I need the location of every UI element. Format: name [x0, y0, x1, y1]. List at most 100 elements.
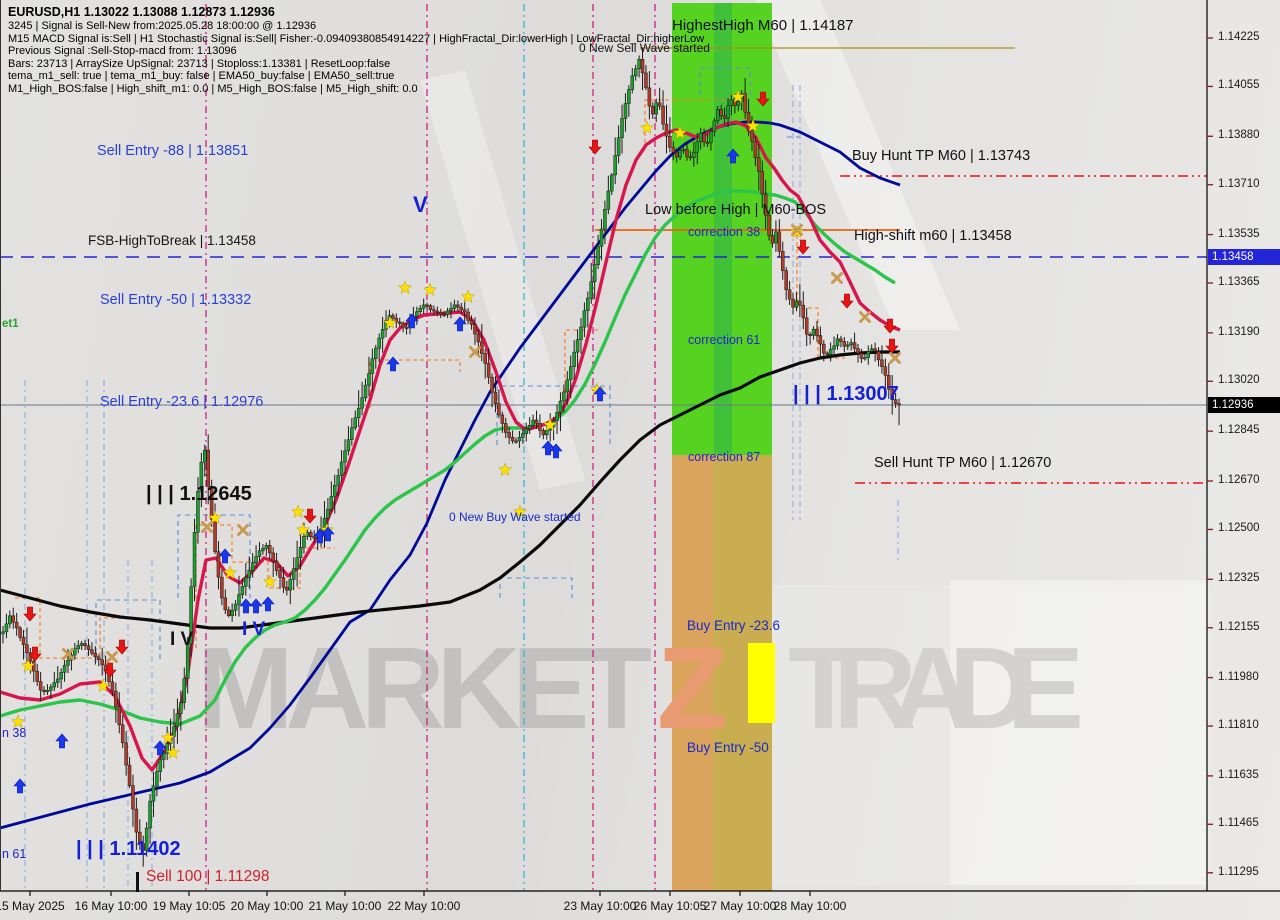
- buy-arrow-icon: [321, 526, 335, 542]
- sell-arrow-icon: [885, 338, 899, 354]
- correction-zone-orange: [672, 455, 713, 891]
- annotation-buy-hunt-tp: Buy Hunt TP M60 | 1.13743: [852, 148, 1031, 164]
- fractal-star-icon: [382, 315, 398, 330]
- annotation-bars-1-12645: | | | 1.12645: [146, 483, 252, 505]
- fractal-star-icon: [639, 120, 655, 135]
- annotation-sell-entry-23-6: Sell Entry -23.6 | 1.12976: [100, 394, 264, 410]
- fractal-star-icon: [295, 522, 311, 537]
- sell-arrow-icon: [796, 239, 810, 255]
- sell-arrow-icon: [883, 318, 897, 334]
- fractal-star-icon: [262, 574, 278, 589]
- price-axis-label: 1.11465: [1218, 817, 1259, 830]
- info-line: Previous Signal :Sell-Stop-macd from: 1.…: [8, 45, 237, 57]
- price-axis-label: 1.11295: [1218, 865, 1259, 878]
- annotation-bars-1-11402: | | | 1.11402: [76, 838, 181, 860]
- fractal-star-icon: [207, 510, 223, 525]
- buy-arrow-icon: [726, 148, 740, 164]
- annotation-buy-entry-23-6: Buy Entry -23.6: [687, 618, 781, 633]
- buy-entry-highlight-box: [748, 643, 775, 723]
- sell-arrow-icon: [115, 639, 129, 655]
- annotation-correction-61-left: n 61: [2, 847, 27, 861]
- buy-arrow-icon: [405, 313, 419, 329]
- time-axis-label: 20 May 10:00: [230, 899, 304, 913]
- annotation-correction-61: correction 61: [688, 333, 761, 347]
- annotation-correction-87: correction 87: [688, 450, 761, 464]
- trailing-stop-line: [369, 359, 461, 408]
- annotation-new-buy-wave: 0 New Buy Wave started: [449, 510, 581, 524]
- fractal-star-icon: [160, 730, 176, 745]
- info-line: M15 MACD Signal is:Sell | H1 Stochastic …: [8, 32, 705, 45]
- sell-arrow-icon: [588, 139, 602, 155]
- annotation-sell-entry-88: Sell Entry -88 | 1.13851: [97, 143, 249, 159]
- watermark-market: MARKET: [197, 623, 652, 753]
- fractal-star-icon: [222, 565, 238, 580]
- price-axis-label: 1.11635: [1218, 768, 1259, 781]
- time-axis-label: 21 May 10:00: [308, 899, 382, 913]
- sell-arrow-icon: [303, 508, 317, 524]
- stop-step-line: [95, 599, 161, 662]
- price-axis-label: 1.12155: [1218, 620, 1260, 633]
- info-line: Bars: 23713 | ArraySize UpSignal: 23713 …: [8, 57, 391, 70]
- fractal-star-icon: [165, 745, 181, 760]
- symbol-ohlc-line: EURUSD,H1 1.13022 1.13088 1.12873 1.1293…: [8, 5, 275, 19]
- fractal-star-icon: [290, 504, 306, 519]
- chart-info-overlay: EURUSD,H1 1.13022 1.13088 1.12873 1.1293…: [8, 5, 704, 95]
- info-line: tema_m1_sell: true | tema_m1_buy: false …: [8, 70, 395, 82]
- stop-step-line: [496, 385, 611, 445]
- annotation-wave-iv-black: I V: [170, 629, 194, 650]
- buy-arrow-icon: [261, 596, 275, 612]
- ma-red-line: [0, 120, 901, 772]
- time-axis-label: 19 May 10:05: [152, 899, 226, 913]
- buy-arrow-icon: [453, 316, 467, 332]
- stop-step-line: [499, 577, 573, 598]
- fractal-star-icon: [20, 658, 36, 673]
- buy-arrow-icon: [593, 386, 607, 402]
- annotation-high-shift-m60: High-shift m60 | 1.13458: [854, 228, 1012, 244]
- ma-black-line: [0, 350, 900, 630]
- annotation-target-fragment: et1: [2, 318, 19, 330]
- info-line: M1_High_BOS:false | High_shift_m1: 0.0 |…: [8, 82, 418, 95]
- ma-navy-line: [0, 120, 901, 830]
- trailing-stop-line: [796, 228, 845, 359]
- sell-arrow-icon: [103, 662, 117, 678]
- time-axis-label: 22 May 10:00: [387, 899, 461, 913]
- selected-level-tag: 1.13458: [1208, 249, 1280, 265]
- price-axis-label: 1.11980: [1218, 670, 1259, 683]
- annotation-low-before-high: Low before High | M60-BOS: [645, 202, 827, 218]
- annotation-sell-100: Sell 100 | 1.11298: [146, 868, 270, 885]
- signal-markers: [10, 89, 901, 794]
- sell-arrow-icon: [840, 293, 854, 309]
- price-axis-label: 1.13020: [1218, 374, 1260, 387]
- bg-streak: [420, 70, 585, 490]
- price-axis-label: 1.14225: [1218, 31, 1260, 43]
- price-axis-label: 1.13710: [1218, 177, 1260, 190]
- candlesticks: [1, 47, 901, 867]
- fractal-star-icon: [497, 462, 513, 477]
- bg-light-area: [950, 580, 1207, 885]
- annotation-new-sell-wave: 0 New Sell Wave started: [579, 41, 710, 55]
- fractal-star-icon: [10, 714, 26, 729]
- time-axis-label: 15 May 2025: [0, 899, 65, 913]
- time-axis-label: 26 May 10:05: [633, 899, 707, 913]
- price-axis-label: 1.13190: [1218, 325, 1260, 338]
- buy-arrow-icon: [549, 443, 563, 459]
- price-axis-label: 1.13535: [1218, 227, 1260, 240]
- fractal-star-icon: [422, 282, 438, 297]
- fractal-star-icon: [745, 118, 761, 133]
- price-axis-label: 1.13365: [1218, 276, 1260, 288]
- annotation-correction-38-left: n 38: [2, 726, 27, 740]
- buy-arrow-icon: [218, 548, 232, 564]
- annotation-buy-entry-50: Buy Entry -50: [687, 740, 769, 755]
- time-axis-label: 28 May 10:00: [773, 899, 847, 913]
- price-axis-label: 1.12500: [1218, 522, 1260, 535]
- fractal-star-icon: [397, 280, 413, 295]
- price-axis-label: 1.14055: [1218, 79, 1260, 92]
- buy-arrow-icon: [386, 356, 400, 372]
- price-axis-label: 1.12325: [1218, 572, 1260, 585]
- time-axis-label: 16 May 10:00: [74, 899, 148, 913]
- annotation-wave-iv-blue: I V: [242, 619, 266, 640]
- sell-arrow-icon: [28, 646, 42, 662]
- info-line: 3245 | Signal is Sell-New from:2025.05.2…: [8, 20, 317, 32]
